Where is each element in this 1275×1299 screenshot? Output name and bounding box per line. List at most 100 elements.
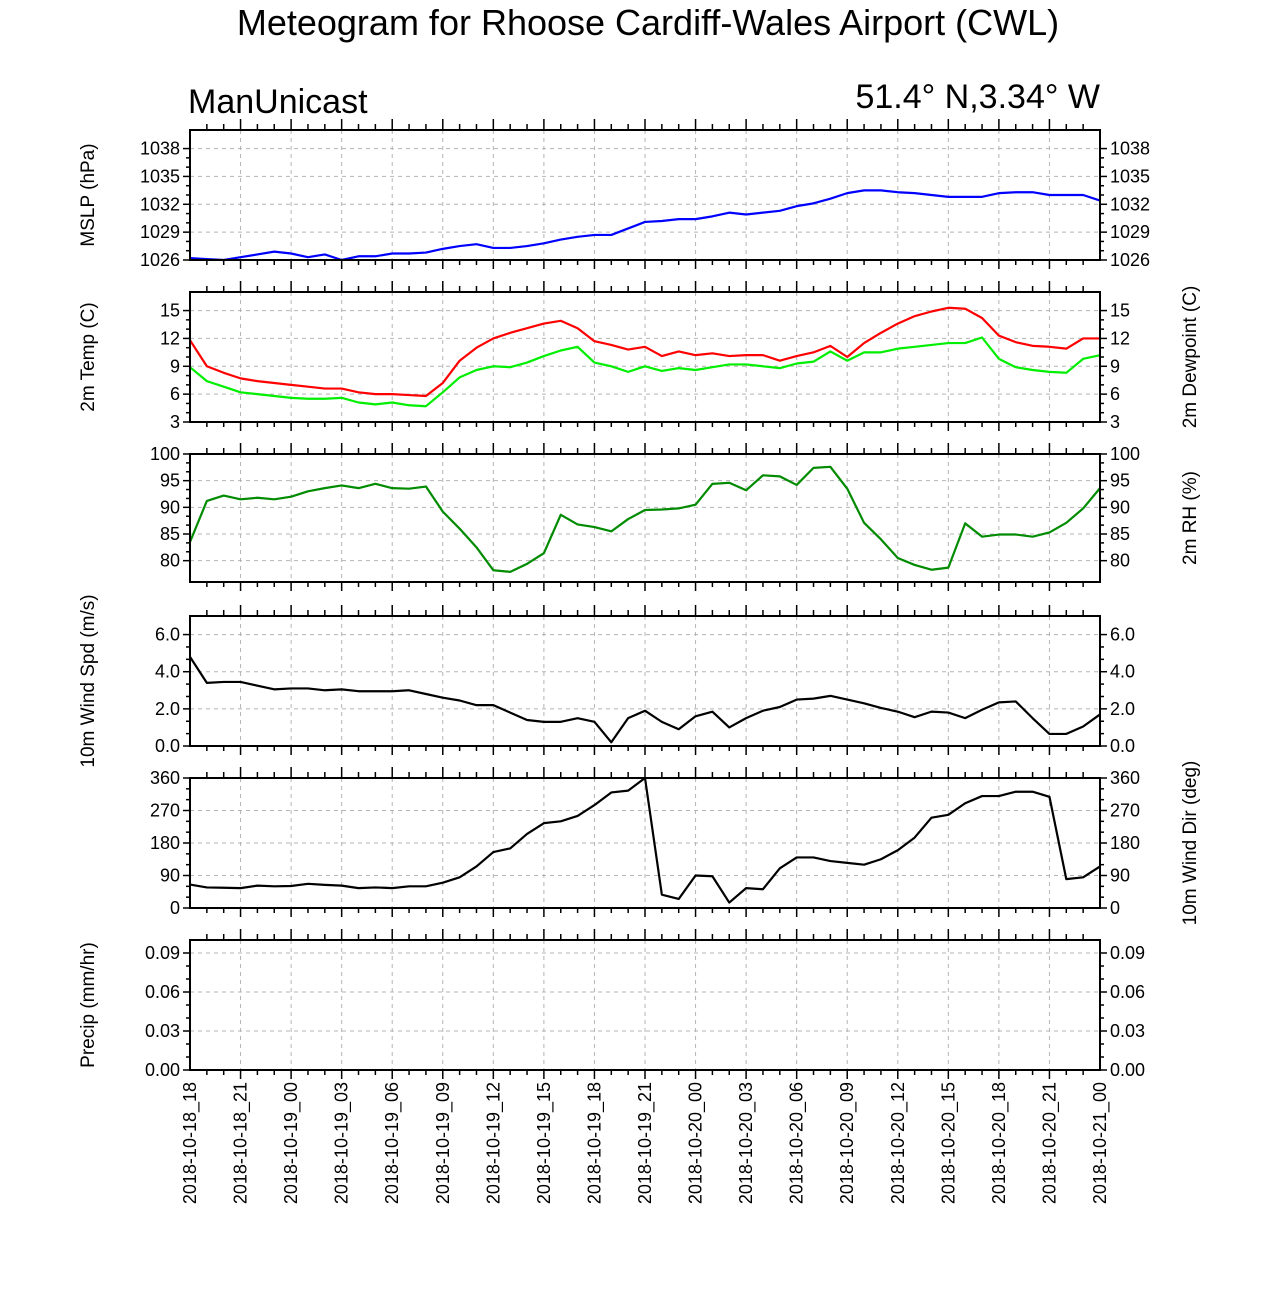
- y-axis-label-left: 2m Temp (C): [78, 302, 99, 411]
- panel-frame: [189, 453, 1101, 583]
- y-tick-label-right: 180: [1110, 833, 1140, 853]
- y-tick-label-right: 2.0: [1110, 699, 1135, 719]
- y-tick-label-right: 90: [1110, 497, 1130, 517]
- x-tick-label: 2018-10-19_09: [433, 1082, 454, 1204]
- series-line-mslp-0: [189, 189, 1101, 262]
- y-tick-label-right: 80: [1110, 551, 1130, 571]
- y-tick-label-left: 0: [170, 898, 180, 918]
- y-tick-label-left: 80: [160, 551, 180, 571]
- x-tick-label: 2018-10-20_00: [686, 1082, 707, 1204]
- y-tick-label-left: 6.0: [155, 625, 180, 645]
- panel-frame: [189, 291, 1101, 423]
- y-tick-label-left: 0.09: [145, 943, 180, 963]
- y-tick-label-left: 4.0: [155, 662, 180, 682]
- x-tick-label: 2018-10-20_18: [989, 1082, 1010, 1204]
- chart-title: Meteogram for Rhoose Cardiff-Wales Airpo…: [237, 2, 1059, 43]
- y-tick-label-right: 0: [1110, 898, 1120, 918]
- y-tick-label-left: 1038: [140, 139, 180, 159]
- y-tick-label-left: 2.0: [155, 699, 180, 719]
- y-axis-label-right: 2m RH (%): [1180, 471, 1201, 565]
- y-tick-label-right: 360: [1110, 768, 1140, 788]
- x-tick-label: 2018-10-19_06: [382, 1082, 403, 1204]
- panel-frame: [189, 939, 1101, 1071]
- y-tick-label-right: 15: [1110, 301, 1130, 321]
- y-tick-label-left: 0.06: [145, 982, 180, 1002]
- panel-frame: [189, 129, 1101, 261]
- panel-temp: 3 3 6 6 9 9 12 12 15 15 2m Temp (C) 2m Dewpoint (C): [78, 281, 1201, 432]
- x-tick-label: 2018-10-20_12: [888, 1082, 909, 1204]
- panel-frame: [189, 615, 1101, 747]
- x-tick-label: 2018-10-21_00: [1090, 1082, 1111, 1204]
- x-tick-label: 2018-10-20_09: [837, 1082, 858, 1204]
- series-line-temp-1: [189, 336, 1101, 408]
- y-tick-label-left: 100: [150, 444, 180, 464]
- y-tick-label-left: 180: [150, 833, 180, 853]
- chart-panels: 1026 1026 1029 1029 1032 1032 1035 1035 1038 1038…: [78, 119, 1201, 1080]
- x-tick-label: 2018-10-19_18: [584, 1082, 605, 1204]
- y-tick-label-left: 1029: [140, 222, 180, 242]
- panel-wind_dir: 0 0 90 90 180 180 270 270 360 360 10m Wind Dir (de…: [150, 761, 1201, 926]
- y-tick-label-left: 15: [160, 301, 180, 321]
- y-axis-label-right: 2m Dewpoint (C): [1180, 286, 1201, 429]
- y-tick-label-right: 90: [1110, 866, 1130, 886]
- x-tick-label: 2018-10-20_21: [1039, 1082, 1060, 1204]
- y-axis-label-left: MSLP (hPa): [78, 143, 99, 246]
- y-tick-label-right: 95: [1110, 471, 1130, 491]
- y-tick-label-right: 6: [1110, 384, 1120, 404]
- y-tick-label-right: 1038: [1110, 139, 1150, 159]
- y-tick-label-left: 9: [170, 356, 180, 376]
- y-tick-label-left: 85: [160, 524, 180, 544]
- y-tick-label-left: 0.03: [145, 1021, 180, 1041]
- x-tick-label: 2018-10-20_15: [938, 1082, 959, 1204]
- panel-mslp: 1026 1026 1029 1029 1032 1032 1035 1035 1038 1038…: [78, 119, 1150, 270]
- x-tick-label: 2018-10-18_18: [180, 1082, 201, 1204]
- location-coordinates: 51.4° N,3.34° W: [855, 78, 1100, 116]
- x-tick-label: 2018-10-19_12: [483, 1082, 504, 1204]
- y-tick-label-right: 85: [1110, 524, 1130, 544]
- x-tick-label: 2018-10-20_03: [736, 1082, 757, 1204]
- y-tick-label-right: 1029: [1110, 222, 1150, 242]
- y-tick-label-left: 0.0: [155, 736, 180, 756]
- y-tick-label-right: 0.06: [1110, 982, 1145, 1002]
- y-tick-label-left: 90: [160, 497, 180, 517]
- y-tick-label-right: 0.0: [1110, 736, 1135, 756]
- y-tick-label-left: 90: [160, 866, 180, 886]
- model-name: ManUnicast: [188, 83, 368, 121]
- y-tick-label-left: 95: [160, 471, 180, 491]
- y-tick-label-right: 270: [1110, 801, 1140, 821]
- x-tick-label: 2018-10-19_15: [534, 1082, 555, 1204]
- y-tick-label-left: 6: [170, 384, 180, 404]
- y-axis-label-right: 10m Wind Dir (deg): [1180, 761, 1201, 926]
- y-tick-label-left: 0.00: [145, 1060, 180, 1080]
- panel-precip: 0.00 0.00 0.03 0.03 0.06 0.06 0.09 0.09 Precip (…: [78, 929, 1145, 1080]
- y-tick-label-right: 0.09: [1110, 943, 1145, 963]
- y-tick-label-left: 3: [170, 412, 180, 432]
- y-tick-label-right: 4.0: [1110, 662, 1135, 682]
- y-tick-label-left: 270: [150, 801, 180, 821]
- y-tick-label-right: 1026: [1110, 250, 1150, 270]
- panel-rh: 80 80 85 85 90 90 95 95 100 100 2m RH (%): [150, 443, 1201, 591]
- y-tick-label-right: 12: [1110, 328, 1130, 348]
- y-tick-label-right: 6.0: [1110, 625, 1135, 645]
- y-tick-label-right: 0.00: [1110, 1060, 1145, 1080]
- y-tick-label-right: 9: [1110, 356, 1120, 376]
- y-tick-label-left: 1026: [140, 250, 180, 270]
- series-line-wind_speed-0: [189, 656, 1101, 744]
- y-tick-label-right: 1035: [1110, 166, 1150, 186]
- x-tick-label: 2018-10-19_00: [281, 1082, 302, 1204]
- y-tick-label-left: 12: [160, 328, 180, 348]
- y-tick-label-left: 1035: [140, 166, 180, 186]
- y-tick-label-left: 360: [150, 768, 180, 788]
- series-line-rh-0: [188, 465, 1101, 573]
- x-tick-label: 2018-10-19_21: [635, 1082, 656, 1204]
- x-axis-labels: 2018-10-18_18 2018-10-18_21 2018-10-19_00 2…: [180, 1082, 1111, 1204]
- panel-wind_speed: 0.0 0.0 2.0 2.0 4.0 4.0 6.0 6.0 10m Wind Spd (m/…: [78, 594, 1135, 767]
- panel-frame: [189, 777, 1101, 909]
- y-axis-label-left: 10m Wind Spd (m/s): [78, 594, 99, 767]
- x-tick-label: 2018-10-19_03: [332, 1082, 353, 1204]
- y-tick-label-right: 3: [1110, 412, 1120, 432]
- y-axis-label-left: Precip (mm/hr): [78, 942, 99, 1068]
- y-tick-label-left: 1032: [140, 194, 180, 214]
- y-tick-label-right: 0.03: [1110, 1021, 1145, 1041]
